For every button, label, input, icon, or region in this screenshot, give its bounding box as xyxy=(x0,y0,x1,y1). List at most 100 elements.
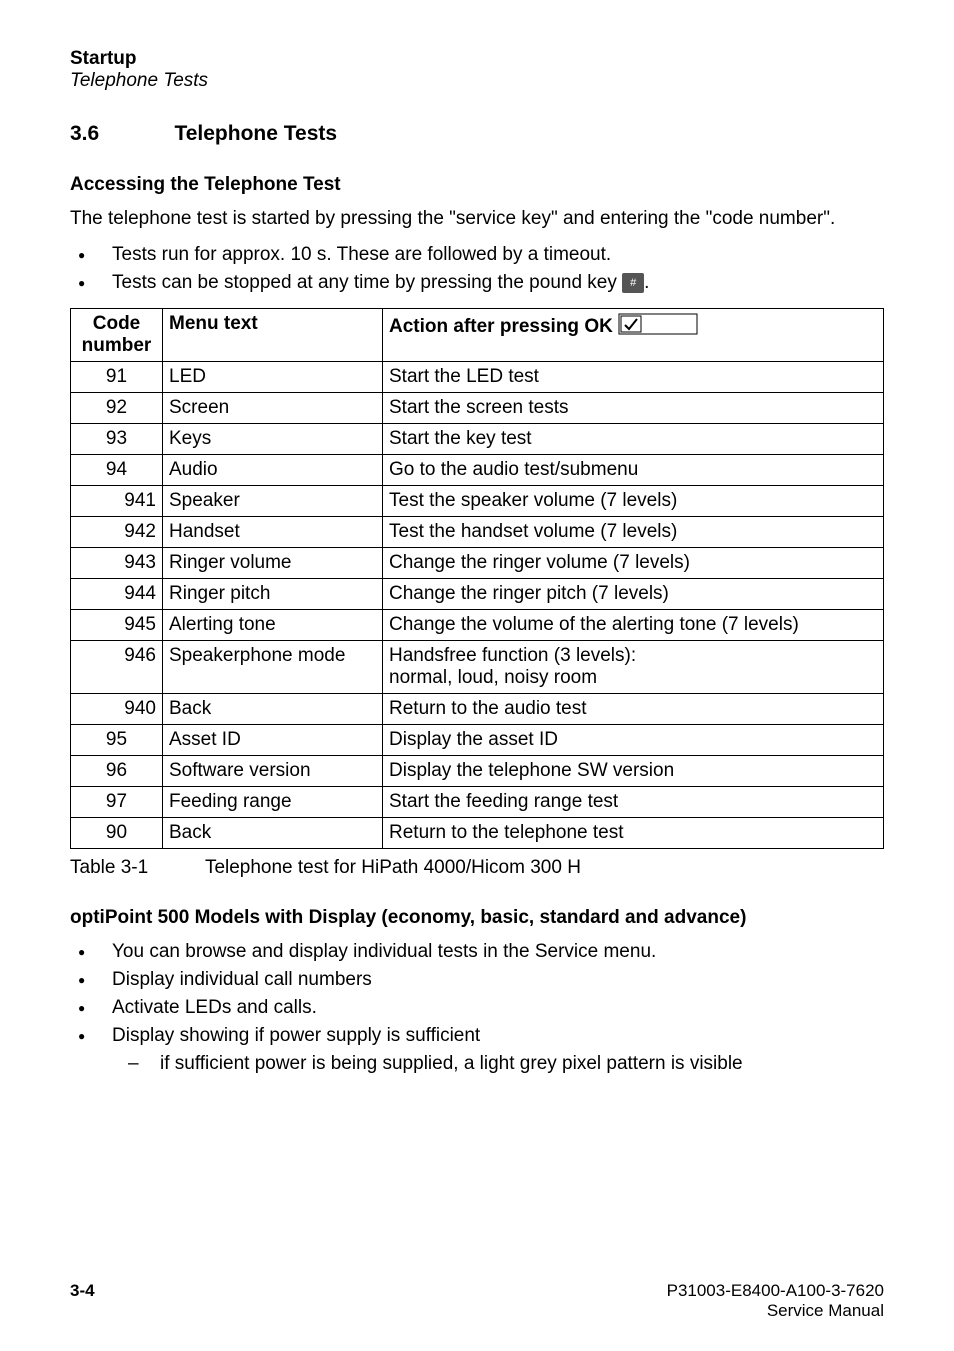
models-bullet-list: You can browse and display individual te… xyxy=(70,941,884,1075)
cell-menu: Software version xyxy=(163,756,383,787)
cell-action: Start the key test xyxy=(383,424,884,455)
col-action-text: Action after pressing OK xyxy=(389,316,613,337)
models-bullet-text: Activate LEDs and calls. xyxy=(112,997,317,1018)
cell-action: Change the volume of the alerting tone (… xyxy=(383,610,884,641)
cell-code: 94 xyxy=(71,455,163,486)
table-row: 93KeysStart the key test xyxy=(71,424,884,455)
cell-code: 91 xyxy=(71,362,163,393)
cell-menu: Keys xyxy=(163,424,383,455)
models-bullet: Display individual call numbers xyxy=(70,969,884,991)
cell-action: Return to the audio test xyxy=(383,694,884,725)
table-row: 943Ringer volumeChange the ringer volume… xyxy=(71,548,884,579)
cell-code: 97 xyxy=(71,787,163,818)
cell-menu: LED xyxy=(163,362,383,393)
cell-code: 95 xyxy=(71,725,163,756)
page-header-subtitle: Telephone Tests xyxy=(70,70,884,92)
page-header-title: Startup xyxy=(70,48,884,70)
table-row: 96Software versionDisplay the telephone … xyxy=(71,756,884,787)
models-bullet-text: Display individual call numbers xyxy=(112,969,372,990)
cell-action: Return to the telephone test xyxy=(383,818,884,849)
table-row: 941SpeakerTest the speaker volume (7 lev… xyxy=(71,486,884,517)
table-row: 942HandsetTest the handset volume (7 lev… xyxy=(71,517,884,548)
cell-action: Display the asset ID xyxy=(383,725,884,756)
cell-menu: Speakerphone mode xyxy=(163,641,383,694)
models-bullet: Display showing if power supply is suffi… xyxy=(70,1025,884,1075)
table-row: 940BackReturn to the audio test xyxy=(71,694,884,725)
table-caption-text: Telephone test for HiPath 4000/Hicom 300… xyxy=(205,857,581,878)
table-row: 944Ringer pitchChange the ringer pitch (… xyxy=(71,579,884,610)
cell-menu: Back xyxy=(163,694,383,725)
cell-code: 90 xyxy=(71,818,163,849)
period: . xyxy=(644,272,649,293)
table-caption: Table 3-1 Telephone test for HiPath 4000… xyxy=(70,857,884,879)
cell-code: 92 xyxy=(71,393,163,424)
page: Startup Telephone Tests 3.6 Telephone Te… xyxy=(0,0,954,1351)
section-heading: 3.6 Telephone Tests xyxy=(70,122,884,146)
section-number: 3.6 xyxy=(70,122,170,146)
models-bullet-text: You can browse and display individual te… xyxy=(112,941,656,962)
cell-code: 942 xyxy=(71,517,163,548)
table-header-row: Code number Menu text Action after press… xyxy=(71,309,884,362)
cell-code: 943 xyxy=(71,548,163,579)
cell-code: 96 xyxy=(71,756,163,787)
models-bullet: You can browse and display individual te… xyxy=(70,941,884,963)
cell-action: Start the screen tests xyxy=(383,393,884,424)
models-bullet: Activate LEDs and calls. xyxy=(70,997,884,1019)
access-bullet: Tests can be stopped at any time by pres… xyxy=(70,272,884,294)
cell-menu: Speaker xyxy=(163,486,383,517)
cell-menu: Asset ID xyxy=(163,725,383,756)
models-heading: optiPoint 500 Models with Display (econo… xyxy=(70,907,884,929)
cell-action: Test the handset volume (7 levels) xyxy=(383,517,884,548)
cell-action: Handsfree function (3 levels):normal, lo… xyxy=(383,641,884,694)
cell-action: Start the LED test xyxy=(383,362,884,393)
access-bullet: Tests run for approx. 10 s. These are fo… xyxy=(70,244,884,266)
cell-menu: Audio xyxy=(163,455,383,486)
cell-code: 946 xyxy=(71,641,163,694)
table-row: 90BackReturn to the telephone test xyxy=(71,818,884,849)
access-bullet-list: Tests run for approx. 10 s. These are fo… xyxy=(70,244,884,294)
cell-menu: Handset xyxy=(163,517,383,548)
table-row: 92ScreenStart the screen tests xyxy=(71,393,884,424)
col-action: Action after pressing OK xyxy=(383,309,884,362)
cell-menu: Feeding range xyxy=(163,787,383,818)
cell-action: Test the speaker volume (7 levels) xyxy=(383,486,884,517)
table-row: 945Alerting toneChange the volume of the… xyxy=(71,610,884,641)
access-intro: The telephone test is started by pressin… xyxy=(70,208,884,230)
models-sub-item: if sufficient power is being supplied, a… xyxy=(112,1053,884,1075)
access-heading: Accessing the Telephone Test xyxy=(70,174,884,196)
table-row: 91LEDStart the LED test xyxy=(71,362,884,393)
table-row: 97Feeding rangeStart the feeding range t… xyxy=(71,787,884,818)
cell-code: 93 xyxy=(71,424,163,455)
table-row: 946Speakerphone modeHandsfree function (… xyxy=(71,641,884,694)
cell-action: Start the feeding range test xyxy=(383,787,884,818)
cell-menu: Alerting tone xyxy=(163,610,383,641)
access-bullet-text: Tests can be stopped at any time by pres… xyxy=(112,272,617,293)
cell-code: 944 xyxy=(71,579,163,610)
cell-menu: Screen xyxy=(163,393,383,424)
pound-key-icon: # xyxy=(622,273,644,293)
ok-key-icon xyxy=(618,313,698,341)
table-caption-label: Table 3-1 xyxy=(70,857,200,879)
doc-id: P31003-E8400-A100-3-7620 xyxy=(667,1281,884,1300)
models-sub-list: if sufficient power is being supplied, a… xyxy=(112,1053,884,1075)
cell-action: Change the ringer pitch (7 levels) xyxy=(383,579,884,610)
cell-code: 945 xyxy=(71,610,163,641)
cell-menu: Ringer volume xyxy=(163,548,383,579)
table-row: 94AudioGo to the audio test/submenu xyxy=(71,455,884,486)
cell-action: Display the telephone SW version xyxy=(383,756,884,787)
doc-type: Service Manual xyxy=(767,1301,884,1320)
access-bullet-text: Tests run for approx. 10 s. These are fo… xyxy=(112,244,611,265)
cell-code: 941 xyxy=(71,486,163,517)
footer-meta: P31003-E8400-A100-3-7620 Service Manual xyxy=(667,1281,884,1321)
col-menu: Menu text xyxy=(163,309,383,362)
table-row: 95Asset IDDisplay the asset ID xyxy=(71,725,884,756)
cell-menu: Ringer pitch xyxy=(163,579,383,610)
col-code: Code number xyxy=(71,309,163,362)
section-title: Telephone Tests xyxy=(174,122,337,145)
cell-menu: Back xyxy=(163,818,383,849)
page-number: 3-4 xyxy=(70,1281,95,1301)
cell-action: Go to the audio test/submenu xyxy=(383,455,884,486)
page-footer: 3-4 P31003-E8400-A100-3-7620 Service Man… xyxy=(70,1281,884,1321)
models-bullet-text: Display showing if power supply is suffi… xyxy=(112,1025,480,1046)
cell-action: Change the ringer volume (7 levels) xyxy=(383,548,884,579)
